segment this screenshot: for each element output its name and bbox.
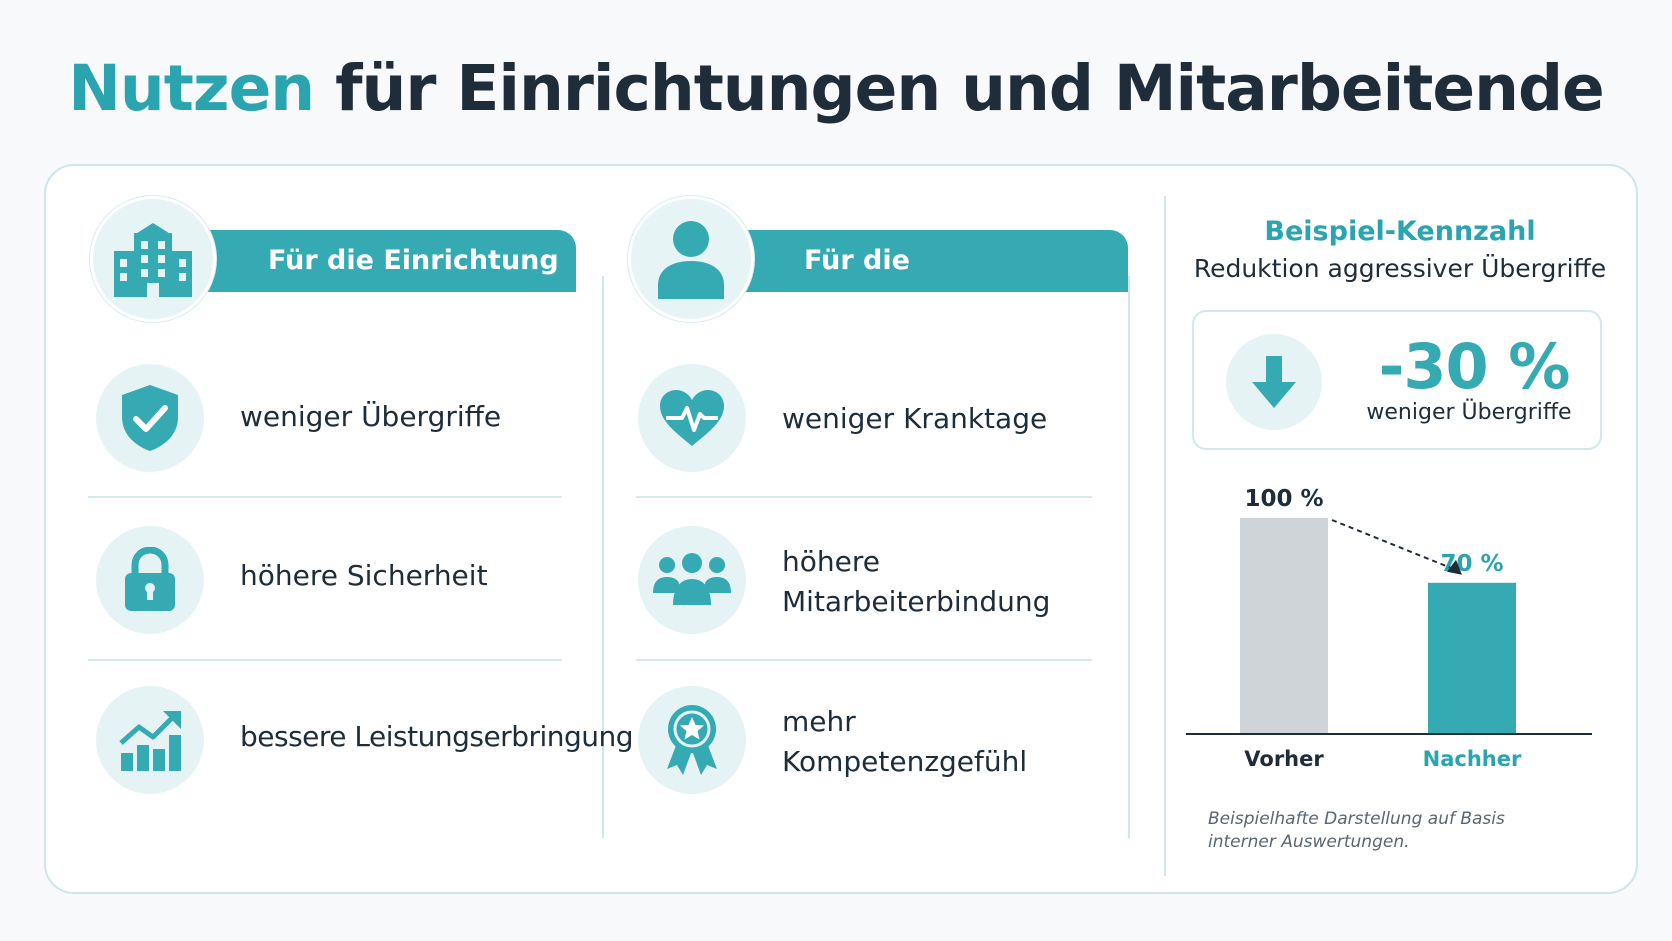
page-title-rest: für Einrichtungen und Mitarbeitende [314, 52, 1605, 125]
bar-vorher [1240, 518, 1328, 734]
kennzahl-title: Beispiel-Kennzahl [1264, 216, 1536, 247]
kennzahl-value: -30 % [1378, 330, 1571, 403]
page-title: Nutzen für Einrichtungen und Mitarbeiten… [0, 52, 1672, 125]
footnote-line2: interner Auswertungen. [1208, 832, 1410, 852]
einrichtung-item-divider [88, 496, 562, 498]
mitarbeitende-header-icon-circle [628, 196, 754, 322]
mitarbeitende-item-label-line2: Mitarbeiterbindung [782, 585, 1051, 618]
shield-check-icon-circle [96, 364, 204, 472]
mitarbeitende-item-divider [636, 659, 1092, 661]
kennzahl-value-label: weniger Übergriffe [1366, 400, 1572, 425]
building-icon [114, 223, 192, 297]
mitarbeitende-item-label: höhere Mitarbeiterbindung [782, 542, 1050, 622]
einrichtung-header-icon-circle [90, 196, 216, 322]
footnote-line1: Beispielhafte Darstellung auf Basis [1208, 809, 1505, 829]
column-divider-1 [602, 276, 604, 838]
einrichtung-item-divider [88, 659, 562, 661]
bar-nachher [1428, 582, 1516, 734]
lock-icon-circle [96, 526, 204, 634]
team-icon [653, 553, 731, 605]
bar-value-label: 100 % [1244, 486, 1323, 512]
heartbeat-icon [660, 390, 724, 446]
column-divider-3 [1164, 196, 1166, 876]
category-label: Vorher [1244, 747, 1324, 771]
einrichtung-header: Für die Einrichtung [208, 230, 576, 292]
category-label: Nachher [1423, 747, 1522, 771]
growth-chart-icon-circle [96, 686, 204, 794]
mitarbeitende-header: Für die Mitarbeitenden [744, 230, 1128, 338]
einrichtung-item-label: höhere Sicherheit [240, 559, 488, 592]
einrichtung-header-label: Für die Einrichtung [268, 245, 559, 276]
award-icon [667, 705, 717, 775]
growth-chart-icon [119, 711, 181, 771]
heartbeat-icon-circle [638, 364, 746, 472]
bar-value-label: 70 % [1440, 551, 1503, 577]
kennzahl-subtitle: Reduktion aggressiver Übergriffe [1193, 254, 1607, 283]
mitarbeitende-item-label-line1: mehr [782, 705, 856, 738]
footnote: Beispielhafte Darstellung auf Basis inte… [1208, 808, 1528, 854]
page-title-accent: Nutzen [68, 52, 315, 125]
arrow-down-icon-circle [1226, 334, 1322, 430]
trend-arrow-head [1447, 559, 1462, 575]
mitarbeitende-header-label: Für die Mitarbeitenden [804, 245, 1039, 338]
award-icon-circle [638, 686, 746, 794]
mitarbeitende-item-label-line2: Kompetenzgefühl [782, 745, 1028, 778]
einrichtung-item-label: bessere Leistungserbringung [240, 720, 634, 753]
mitarbeitende-item-divider [636, 496, 1092, 498]
team-icon-circle [638, 526, 746, 634]
before-after-chart: 100 % Vorher 70 % Nachher [1186, 486, 1592, 771]
column-divider-2 [1128, 276, 1130, 838]
mitarbeitende-item-label-line1: höhere [782, 545, 880, 578]
arrow-down-icon [1252, 356, 1296, 408]
trend-arrow-line [1331, 519, 1459, 572]
mitarbeitende-item-label: mehr Kompetenzgefühl [782, 702, 1027, 782]
lock-icon [125, 547, 175, 611]
kennzahl-box: -30 % weniger Übergriffe [1192, 310, 1602, 450]
person-icon [658, 221, 724, 299]
shield-check-icon [122, 385, 178, 451]
einrichtung-item-label: weniger Übergriffe [240, 400, 502, 433]
mitarbeitende-item-label: weniger Kranktage [782, 402, 1048, 435]
